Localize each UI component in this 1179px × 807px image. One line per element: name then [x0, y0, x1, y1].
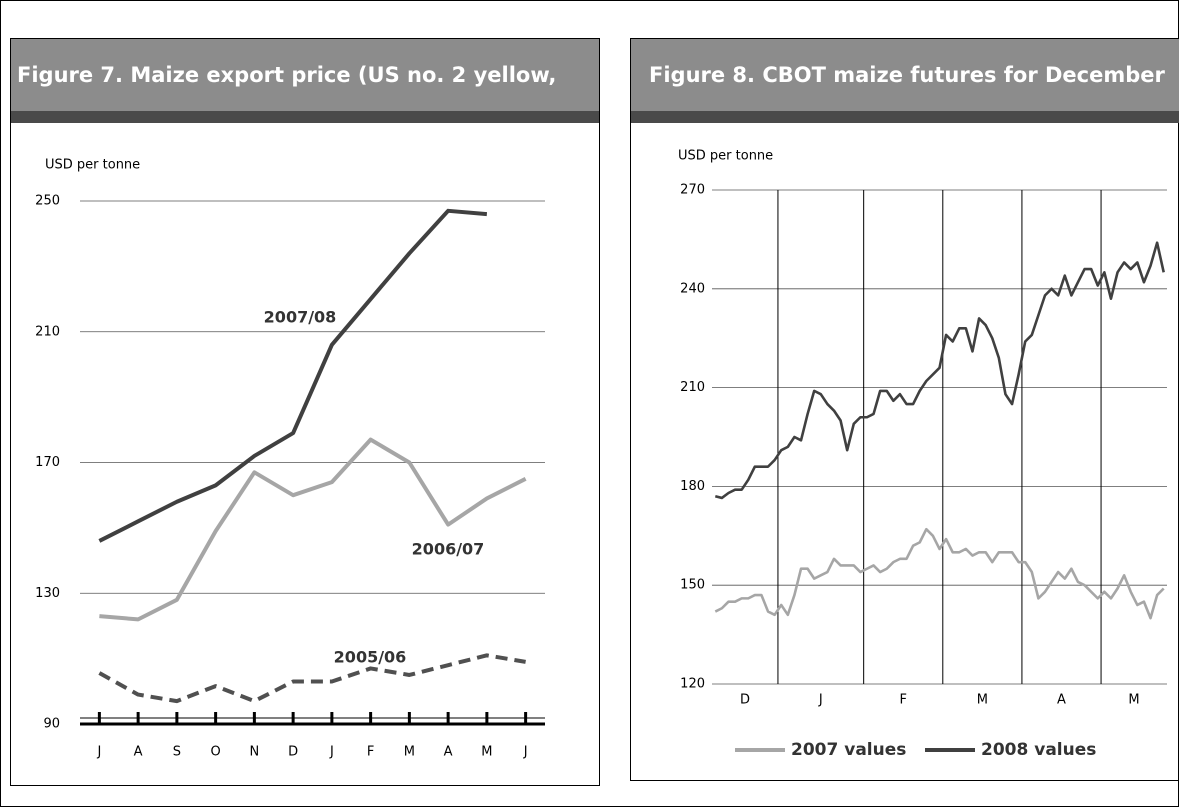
x-tick-label: M — [1128, 693, 1139, 708]
y-tick-label: 240 — [680, 281, 705, 296]
y-tick-label: 130 — [35, 586, 60, 601]
y-tick-label: 210 — [35, 324, 60, 339]
x-tick-label: A — [444, 745, 453, 760]
x-tick-label: J — [523, 745, 528, 760]
legend-label: 2007 values — [791, 740, 906, 760]
x-tick-label: D — [288, 745, 298, 760]
x-tick-label: A — [1057, 693, 1066, 708]
x-tick-label: F — [899, 693, 906, 708]
legend-label: 2008 values — [981, 740, 1096, 760]
data-line — [714, 527, 1165, 620]
chart-title: Figure 8. CBOT maize futures for Decembe… — [631, 39, 1179, 123]
y-tick-label: 170 — [35, 455, 60, 470]
data-line — [99, 437, 527, 622]
data-line — [98, 653, 526, 704]
panel-frame — [10, 38, 600, 786]
x-tick-label: S — [173, 745, 181, 760]
series-label: 2007/08 — [264, 308, 337, 327]
y-axis-label: USD per tonne — [678, 149, 773, 164]
x-tick-label: J — [329, 745, 334, 760]
panel-frame — [630, 38, 1179, 781]
y-tick-label: 90 — [43, 717, 60, 732]
x-tick-label: M — [404, 745, 415, 760]
x-tick-label: O — [211, 745, 221, 760]
series-label: 2005/06 — [334, 648, 407, 667]
y-tick-label: 210 — [680, 380, 705, 395]
data-line — [714, 241, 1165, 500]
x-tick-label: M — [481, 745, 492, 760]
y-tick-label: 150 — [680, 578, 705, 593]
x-tick-label: N — [250, 745, 260, 760]
y-tick-label: 120 — [680, 677, 705, 692]
x-tick-label: A — [134, 745, 143, 760]
y-tick-label: 250 — [35, 194, 60, 209]
x-tick-label: D — [740, 693, 750, 708]
x-tick-label: M — [977, 693, 988, 708]
x-tick-label: J — [818, 693, 823, 708]
x-tick-label: J — [96, 745, 101, 760]
y-tick-label: 270 — [680, 183, 705, 198]
x-tick-label: F — [367, 745, 374, 760]
series-label: 2006/07 — [412, 540, 485, 559]
y-axis-label: USD per tonne — [45, 158, 140, 173]
data-line — [98, 208, 488, 543]
chart-title: Figure 7. Maize export price (US no. 2 y… — [11, 39, 599, 159]
y-tick-label: 180 — [680, 479, 705, 494]
